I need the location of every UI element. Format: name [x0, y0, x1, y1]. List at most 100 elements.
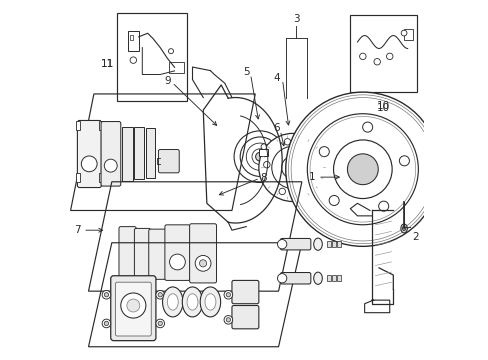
FancyBboxPatch shape	[101, 122, 121, 186]
Circle shape	[255, 152, 264, 161]
Circle shape	[224, 316, 232, 324]
Bar	[99, 173, 102, 182]
Bar	[349, 15, 416, 92]
Bar	[128, 31, 139, 51]
Circle shape	[168, 49, 173, 54]
Circle shape	[195, 256, 210, 271]
Circle shape	[258, 134, 326, 202]
Bar	[134, 127, 144, 179]
Text: 9: 9	[164, 76, 171, 86]
Circle shape	[333, 140, 391, 199]
FancyBboxPatch shape	[231, 306, 258, 329]
Circle shape	[158, 293, 162, 297]
Circle shape	[362, 122, 372, 132]
Circle shape	[104, 321, 108, 325]
Circle shape	[224, 291, 232, 299]
Bar	[76, 121, 80, 130]
Circle shape	[156, 319, 164, 328]
Circle shape	[102, 319, 110, 328]
FancyBboxPatch shape	[158, 149, 179, 173]
Bar	[99, 121, 102, 130]
Ellipse shape	[162, 287, 183, 317]
Text: 7: 7	[74, 225, 81, 235]
Text: 10: 10	[376, 103, 389, 113]
Circle shape	[156, 291, 164, 299]
Ellipse shape	[204, 294, 215, 310]
Text: 6: 6	[272, 123, 279, 133]
Text: 11: 11	[100, 59, 113, 69]
Circle shape	[277, 274, 286, 283]
Circle shape	[121, 293, 145, 318]
Text: 8: 8	[260, 173, 267, 183]
FancyBboxPatch shape	[164, 225, 190, 280]
FancyBboxPatch shape	[231, 280, 258, 304]
Bar	[403, 30, 412, 40]
Ellipse shape	[167, 294, 178, 310]
Circle shape	[234, 131, 285, 183]
Circle shape	[312, 151, 318, 158]
Bar	[122, 127, 132, 181]
Circle shape	[308, 182, 315, 188]
FancyBboxPatch shape	[280, 273, 310, 284]
Circle shape	[169, 254, 185, 270]
FancyBboxPatch shape	[115, 282, 151, 336]
Circle shape	[328, 195, 339, 206]
Ellipse shape	[313, 272, 322, 284]
FancyBboxPatch shape	[189, 224, 216, 283]
Circle shape	[400, 30, 406, 36]
Circle shape	[285, 92, 439, 246]
Bar	[332, 275, 335, 281]
Circle shape	[284, 139, 290, 145]
Circle shape	[130, 57, 136, 63]
Bar	[117, 13, 187, 101]
Text: 10: 10	[376, 101, 389, 111]
Circle shape	[286, 162, 298, 173]
Bar	[129, 35, 132, 40]
Circle shape	[399, 156, 408, 166]
Circle shape	[378, 201, 388, 211]
Circle shape	[281, 156, 304, 179]
Circle shape	[251, 149, 267, 165]
FancyBboxPatch shape	[110, 276, 156, 341]
Bar	[336, 241, 340, 247]
Circle shape	[346, 154, 378, 185]
FancyBboxPatch shape	[77, 121, 101, 188]
Text: 5: 5	[243, 67, 249, 77]
FancyBboxPatch shape	[119, 226, 136, 277]
Bar	[332, 241, 335, 247]
Bar	[76, 173, 80, 182]
Circle shape	[279, 188, 285, 195]
FancyBboxPatch shape	[148, 229, 165, 279]
FancyBboxPatch shape	[280, 238, 310, 250]
Circle shape	[240, 137, 279, 176]
FancyBboxPatch shape	[134, 228, 150, 278]
Circle shape	[246, 143, 273, 170]
Text: 1: 1	[308, 172, 315, 182]
Bar	[326, 275, 330, 281]
Bar	[326, 241, 330, 247]
Circle shape	[158, 321, 162, 325]
Ellipse shape	[313, 238, 322, 250]
Circle shape	[81, 156, 97, 172]
Circle shape	[359, 53, 366, 60]
Circle shape	[271, 146, 313, 189]
Circle shape	[199, 260, 206, 267]
Circle shape	[102, 291, 110, 299]
Ellipse shape	[182, 287, 203, 317]
Circle shape	[373, 59, 380, 65]
Bar	[336, 275, 340, 281]
Circle shape	[226, 318, 230, 322]
Text: 2: 2	[411, 232, 418, 242]
Ellipse shape	[402, 226, 405, 230]
Bar	[146, 129, 155, 178]
Circle shape	[104, 159, 117, 172]
Text: 3: 3	[293, 14, 299, 24]
Ellipse shape	[200, 287, 220, 317]
Circle shape	[306, 114, 418, 225]
Circle shape	[261, 144, 266, 150]
Ellipse shape	[187, 294, 198, 310]
Circle shape	[126, 299, 140, 312]
Circle shape	[319, 147, 328, 157]
Circle shape	[226, 293, 230, 297]
Text: 4: 4	[273, 73, 280, 83]
